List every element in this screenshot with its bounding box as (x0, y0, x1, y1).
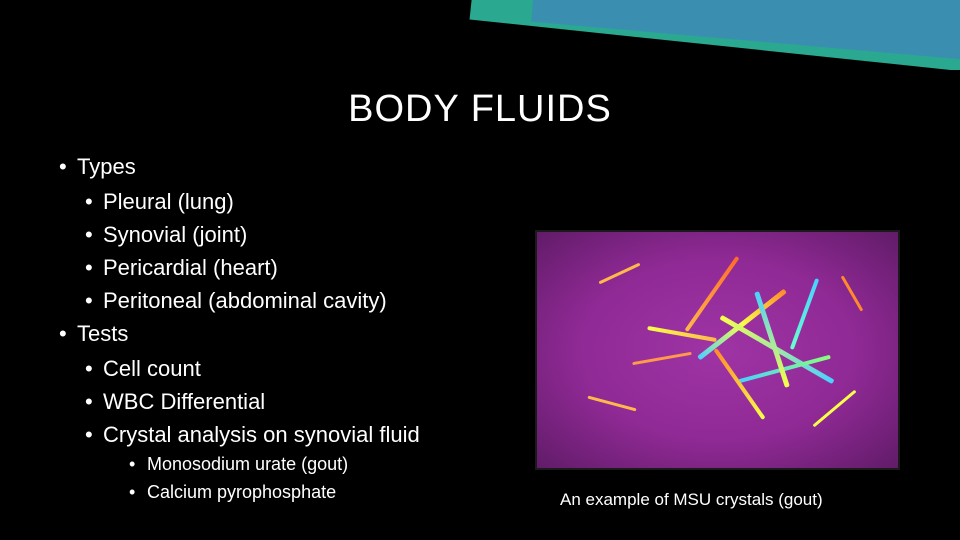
bullet-text: Cell count (103, 356, 201, 381)
list-item: Pleural (lung) (81, 185, 495, 218)
image-caption: An example of MSU crystals (gout) (560, 490, 823, 510)
list-item: Synovial (joint) (81, 218, 495, 251)
bullet-text: Pleural (lung) (103, 189, 234, 214)
bullet-text: Calcium pyrophosphate (147, 482, 336, 502)
bullet-text: Pericardial (heart) (103, 255, 278, 280)
decorative-ribbon (0, 0, 960, 70)
bullet-text: Types (77, 154, 136, 179)
list-item: Types (55, 150, 495, 183)
list-item: Peritoneal (abdominal cavity) (81, 284, 495, 317)
list-item: Tests (55, 317, 495, 350)
microscopy-image (535, 230, 900, 470)
bullet-text: WBC Differential (103, 389, 265, 414)
slide-title: BODY FLUIDS (0, 88, 960, 131)
bullet-text: Crystal analysis on synovial fluid (103, 422, 420, 447)
list-item: WBC Differential (81, 385, 495, 418)
list-item: Cell count (81, 352, 495, 385)
list-item: Calcium pyrophosphate (125, 479, 495, 506)
bullet-text: Peritoneal (abdominal cavity) (103, 288, 387, 313)
list-item: Crystal analysis on synovial fluid (81, 418, 495, 451)
list-item: Monosodium urate (gout) (125, 451, 495, 478)
bullet-text: Synovial (joint) (103, 222, 247, 247)
bullet-text: Monosodium urate (gout) (147, 454, 348, 474)
bullet-text: Tests (77, 321, 128, 346)
bullet-content: Types Pleural (lung) Synovial (joint) Pe… (55, 150, 495, 507)
list-item: Pericardial (heart) (81, 251, 495, 284)
